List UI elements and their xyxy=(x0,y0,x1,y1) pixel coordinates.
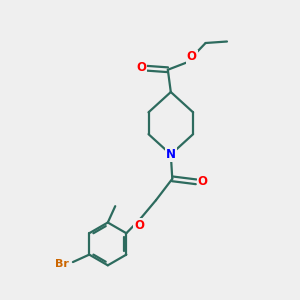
Text: O: O xyxy=(134,219,144,232)
Text: Br: Br xyxy=(55,259,69,269)
Text: O: O xyxy=(198,175,208,188)
Text: O: O xyxy=(136,61,146,74)
Text: N: N xyxy=(166,148,176,161)
Text: O: O xyxy=(187,50,196,64)
